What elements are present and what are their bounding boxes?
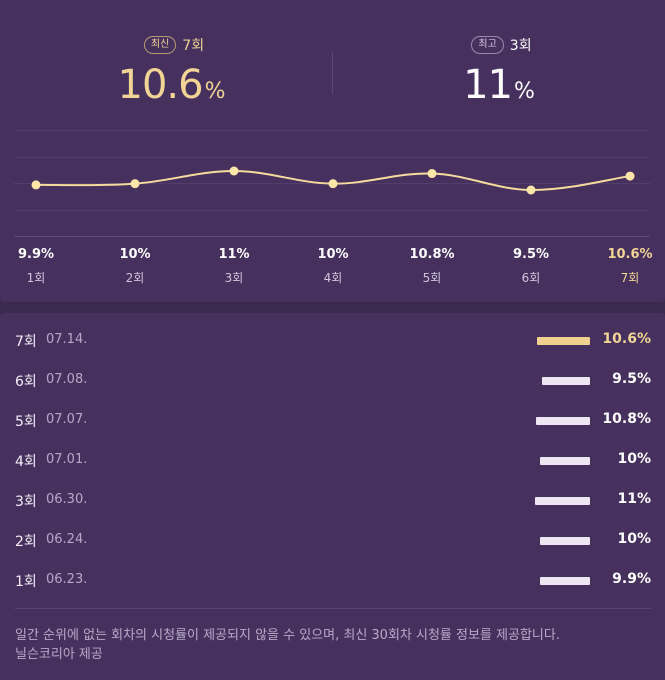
point-label-1: 9.9% 1회	[6, 247, 66, 286]
point-value-label: 9.9%	[17, 247, 55, 262]
episode-row[interactable]: 6회 07.08. 9.5%	[15, 371, 651, 391]
data-point-6[interactable]	[526, 185, 536, 195]
point-label-2: 10% 2회	[105, 247, 165, 286]
episode-number: 1회	[15, 574, 37, 590]
point-value-label: 10.6%	[607, 247, 653, 262]
rating-line-chart	[14, 130, 650, 237]
best-rating-value: 11	[463, 62, 513, 108]
episode-date: 06.24.	[46, 532, 88, 547]
best-rating-stat: 최고 3회 11%	[332, 30, 665, 115]
episode-row[interactable]: 3회 06.30. 11%	[15, 491, 651, 511]
footer-source: 닐슨코리아 제공	[15, 647, 103, 662]
point-label-4: 10% 4회	[303, 247, 363, 286]
rating-value: 11%	[617, 491, 651, 507]
rating-bar	[542, 377, 590, 385]
episode-row[interactable]: 1회 06.23. 9.9%	[15, 571, 651, 591]
point-episode-label: 7회	[620, 271, 640, 285]
summary-divider	[332, 52, 333, 94]
latest-rating-stat: 최신 7회 10.6%	[10, 30, 332, 115]
rating-value: 9.5%	[612, 371, 651, 387]
rating-bar	[539, 457, 590, 465]
rating-value: 10.6%	[602, 331, 651, 347]
point-episode-label: 6회	[521, 271, 541, 285]
data-point-2[interactable]	[130, 179, 140, 189]
episode-row[interactable]: 5회 07.07. 10.8%	[15, 411, 651, 431]
rating-value: 10.8%	[602, 411, 651, 427]
point-value-label: 10.8%	[409, 247, 455, 262]
episode-date: 07.14.	[46, 332, 88, 347]
point-value-label: 9.5%	[512, 247, 550, 262]
footer-note: 일간 순위에 없는 회차의 시청률이 제공되지 않을 수 있으며, 최신 30회…	[15, 626, 655, 664]
point-episode-label: 3회	[224, 271, 244, 285]
latest-episode: 7회	[182, 38, 205, 54]
point-value-label: 10%	[317, 247, 349, 262]
point-label-7: 10.6% 7회	[600, 247, 660, 286]
rating-bar	[540, 577, 590, 585]
latest-tag: 최신	[143, 36, 177, 54]
best-episode: 3회	[509, 38, 532, 54]
best-tag: 최고	[471, 36, 504, 54]
data-point-7[interactable]	[625, 171, 635, 181]
episode-number: 2회	[15, 534, 37, 550]
rating-value: 9.9%	[612, 571, 651, 587]
rating-value: 10%	[617, 531, 651, 547]
episode-date: 07.07.	[46, 412, 88, 427]
episode-row[interactable]: 7회 07.14. 10.6%	[15, 331, 651, 351]
episode-number: 4회	[15, 454, 37, 470]
footer-divider	[15, 608, 651, 609]
rating-summary-card: 최신 7회 10.6% 최고 3회 11% 9.9% 1회 10% 2회 11% 3회 10…	[0, 0, 665, 302]
rating-bar	[536, 337, 590, 345]
point-value-label: 11%	[218, 247, 250, 262]
episode-number: 6회	[15, 374, 37, 390]
point-episode-label: 5회	[422, 271, 442, 285]
episode-date: 07.01.	[46, 452, 88, 467]
rating-bar	[535, 497, 590, 505]
rating-value: 10%	[617, 451, 651, 467]
point-episode-label: 4회	[323, 271, 343, 285]
episode-number: 7회	[15, 334, 37, 350]
episode-date: 06.23.	[46, 572, 88, 587]
episode-date: 06.30.	[46, 492, 88, 507]
rating-bar	[535, 417, 590, 425]
latest-rating-value: 10.6	[117, 62, 204, 108]
episode-row[interactable]: 4회 07.01. 10%	[15, 451, 651, 471]
episode-ratings-card	[0, 313, 665, 680]
episode-number: 5회	[15, 414, 37, 430]
footer-note-text: 일간 순위에 없는 회차의 시청률이 제공되지 않을 수 있으며, 최신 30회…	[15, 628, 560, 643]
data-point-3[interactable]	[229, 166, 239, 176]
data-point-1[interactable]	[31, 180, 41, 190]
point-label-6: 9.5% 6회	[501, 247, 561, 286]
point-label-5: 10.8% 5회	[402, 247, 462, 286]
data-point-5[interactable]	[427, 169, 437, 179]
episode-row[interactable]: 2회 06.24. 10%	[15, 531, 651, 551]
data-point-4[interactable]	[328, 179, 338, 189]
point-episode-label: 2회	[125, 271, 145, 285]
best-rating-unit: %	[514, 79, 535, 104]
rating-bar	[539, 537, 590, 545]
point-label-3: 11% 3회	[204, 247, 264, 286]
latest-rating-unit: %	[204, 79, 226, 104]
point-value-label: 10%	[119, 247, 151, 262]
episode-number: 3회	[15, 494, 37, 510]
episode-date: 07.08.	[46, 372, 88, 387]
point-episode-label: 1회	[26, 271, 46, 285]
